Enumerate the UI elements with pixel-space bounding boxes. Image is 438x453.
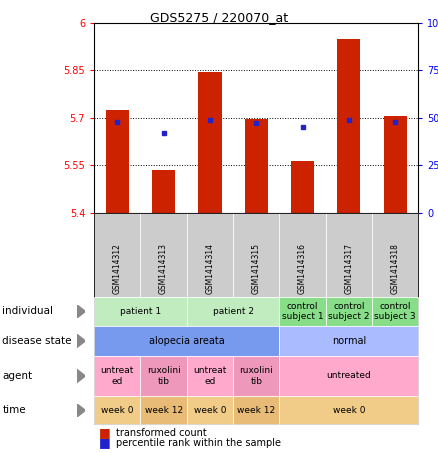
Bar bbox=[106, 110, 129, 213]
Text: disease state: disease state bbox=[2, 336, 72, 346]
Text: percentile rank within the sample: percentile rank within the sample bbox=[116, 438, 281, 448]
Text: GSM1414316: GSM1414316 bbox=[298, 243, 307, 294]
Polygon shape bbox=[77, 404, 85, 417]
Text: alopecia areata: alopecia areata bbox=[149, 336, 225, 346]
Text: ■: ■ bbox=[99, 437, 110, 449]
Text: week 0: week 0 bbox=[194, 406, 226, 415]
Text: individual: individual bbox=[2, 306, 53, 317]
Text: untreat
ed: untreat ed bbox=[193, 366, 226, 386]
Bar bbox=[152, 170, 175, 213]
Text: GSM1414313: GSM1414313 bbox=[159, 243, 168, 294]
Text: ruxolini
tib: ruxolini tib bbox=[239, 366, 273, 386]
Bar bbox=[384, 116, 407, 213]
Text: GDS5275 / 220070_at: GDS5275 / 220070_at bbox=[150, 11, 288, 24]
Text: normal: normal bbox=[332, 336, 366, 346]
Bar bbox=[337, 39, 360, 213]
Text: GSM1414318: GSM1414318 bbox=[391, 244, 399, 294]
Bar bbox=[198, 72, 222, 213]
Text: week 0: week 0 bbox=[101, 406, 134, 415]
Bar bbox=[245, 119, 268, 213]
Text: week 12: week 12 bbox=[237, 406, 276, 415]
Text: transformed count: transformed count bbox=[116, 428, 207, 438]
Text: patient 2: patient 2 bbox=[212, 307, 254, 316]
Text: ■: ■ bbox=[99, 426, 110, 439]
Text: ruxolini
tib: ruxolini tib bbox=[147, 366, 180, 386]
Text: GSM1414317: GSM1414317 bbox=[344, 243, 353, 294]
Text: control
subject 1: control subject 1 bbox=[282, 302, 323, 321]
Text: time: time bbox=[2, 405, 26, 415]
Polygon shape bbox=[77, 334, 85, 348]
Text: control
subject 2: control subject 2 bbox=[328, 302, 370, 321]
Text: untreated: untreated bbox=[326, 371, 371, 381]
Text: GSM1414315: GSM1414315 bbox=[252, 243, 261, 294]
Text: week 12: week 12 bbox=[145, 406, 183, 415]
Polygon shape bbox=[77, 304, 85, 318]
Text: GSM1414312: GSM1414312 bbox=[113, 244, 122, 294]
Text: untreat
ed: untreat ed bbox=[101, 366, 134, 386]
Text: agent: agent bbox=[2, 371, 32, 381]
Text: week 0: week 0 bbox=[332, 406, 365, 415]
Text: control
subject 3: control subject 3 bbox=[374, 302, 416, 321]
Text: GSM1414314: GSM1414314 bbox=[205, 243, 215, 294]
Text: patient 1: patient 1 bbox=[120, 307, 161, 316]
Bar bbox=[291, 160, 314, 213]
Polygon shape bbox=[77, 369, 85, 383]
